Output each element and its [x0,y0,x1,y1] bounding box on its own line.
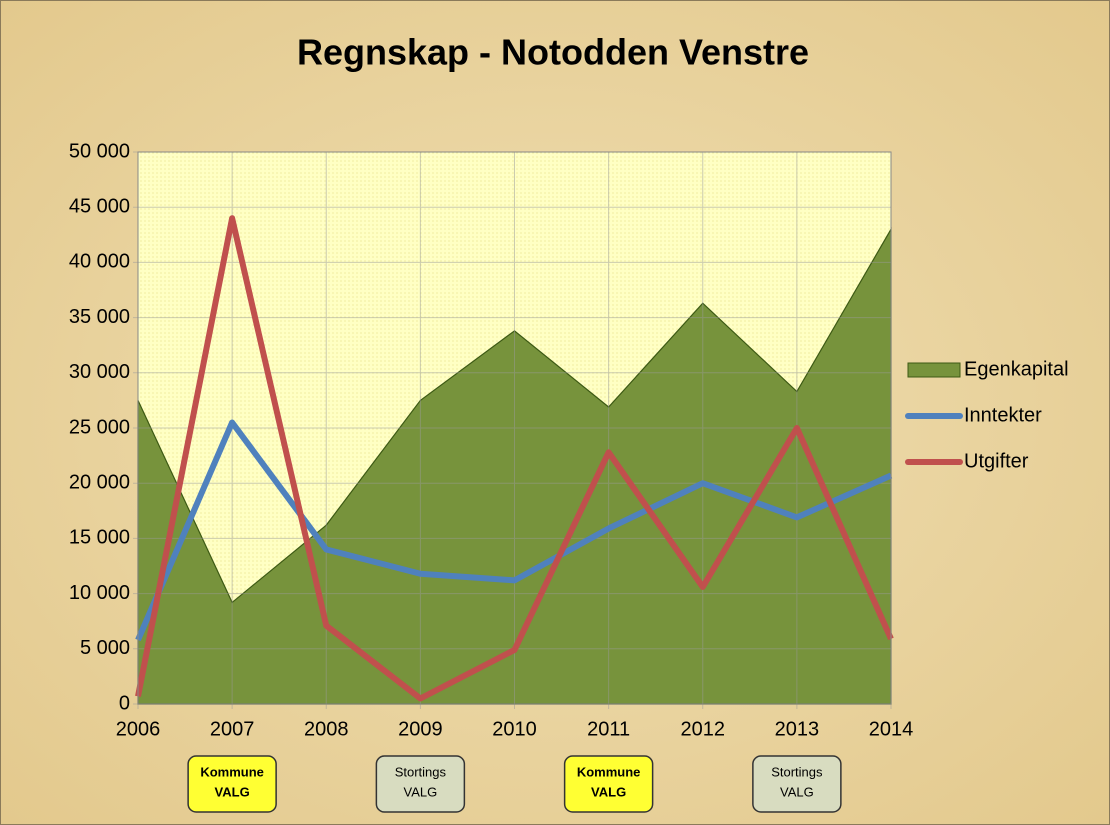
legend-label: Utgifter [964,450,1029,472]
annotation-box [752,755,842,813]
y-tick-label: 25 000 [69,416,130,438]
annotation-box [375,755,466,813]
x-tick-label: 2007 [210,718,255,740]
annotation-text: VALG [591,784,626,799]
y-tick-label: 30 000 [69,361,130,383]
x-tick-label: 2009 [398,718,443,740]
line [135,419,893,642]
y-tick-label: 15 000 [69,527,130,549]
annotation-text: Stortings [395,764,447,779]
y-tick-label: 35 000 [69,306,130,328]
x-tick-label: 2014 [869,718,914,740]
x-tick-label: 2008 [304,718,349,740]
chart-title: Regnskap - Notodden Venstre [297,32,809,73]
annotation-text: Stortings [771,764,823,779]
y-tick-label: 40 000 [69,251,130,273]
annotation-text: VALG [780,784,814,799]
annotation-box [563,755,654,813]
annotation-text: Kommune [200,764,264,779]
annotation-text: VALG [215,784,250,799]
y-tick-label: 10 000 [69,582,130,604]
y-tick-label: 45 000 [69,195,130,217]
x-tick-label: 2010 [492,718,537,740]
line [135,215,894,702]
legend-label: Egenkapital [964,358,1069,380]
plot-border [137,151,892,705]
annotation-text: Kommune [577,764,641,779]
x-tick-label: 2013 [775,718,820,740]
x-tick-label: 2011 [587,718,630,740]
x-tick-label: 2012 [681,718,726,740]
y-tick-label: 0 [119,692,130,714]
y-tick-label: 50 000 [69,140,130,162]
legend-swatch [907,362,961,378]
legend-label: Inntekter [964,404,1042,426]
annotation-box [187,755,277,813]
y-tick-label: 5 000 [80,637,130,659]
y-tick-label: 20 000 [69,471,130,493]
x-tick-label: 2006 [116,718,161,740]
annotation-text: VALG [404,784,438,799]
